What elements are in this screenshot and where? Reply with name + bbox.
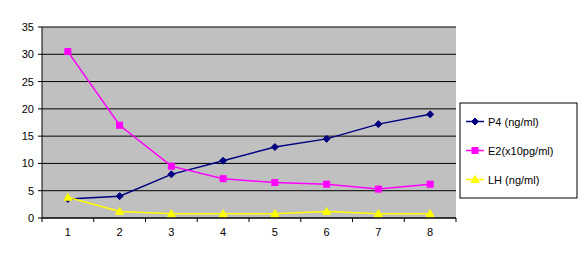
y-tick-label: 0 <box>28 212 34 224</box>
x-tick-label: 1 <box>65 226 71 238</box>
x-tick-label: 8 <box>427 226 433 238</box>
x-tick <box>456 218 457 222</box>
data-point <box>167 210 175 217</box>
legend-label: E2(x10pg/ml) <box>488 145 553 157</box>
y-tick-label: 25 <box>22 76 34 88</box>
data-point <box>116 207 124 214</box>
y-tick-label: 30 <box>22 48 34 60</box>
x-tick-label: 5 <box>272 226 278 238</box>
data-point <box>168 171 175 178</box>
legend-marker <box>472 118 479 125</box>
y-tick <box>38 27 42 28</box>
x-tick <box>42 218 43 222</box>
data-point <box>271 144 278 151</box>
grid-line <box>42 136 456 137</box>
legend-marker <box>472 148 478 154</box>
x-tick-label: 3 <box>168 226 174 238</box>
series-line <box>68 114 430 199</box>
data-point <box>64 193 72 200</box>
series-line <box>68 52 430 190</box>
data-point <box>220 157 227 164</box>
data-point <box>272 180 278 186</box>
x-tick <box>93 218 94 222</box>
y-axis <box>42 27 43 218</box>
x-tick <box>404 218 405 222</box>
chart: 0 5 10 15 20 25 30 35 1 2 3 4 5 6 7 8 P4 (ng/ml) E2(x10pg… <box>0 0 582 273</box>
series-group <box>64 49 434 217</box>
y-tick <box>38 136 42 137</box>
y-tick-label: 5 <box>28 185 34 197</box>
data-point <box>426 210 434 217</box>
x-tick <box>197 218 198 222</box>
y-tick <box>38 163 42 164</box>
x-tick-label: 2 <box>117 226 123 238</box>
grid-line <box>42 108 456 109</box>
x-tick-label: 4 <box>220 226 226 238</box>
data-point <box>324 181 330 187</box>
grid-line <box>42 81 456 82</box>
y-tick <box>38 108 42 109</box>
legend-marker <box>471 176 479 183</box>
data-point <box>427 181 433 187</box>
data-point <box>323 207 331 214</box>
x-tick <box>145 218 146 222</box>
data-point <box>116 193 123 200</box>
y-tick-label: 15 <box>22 130 34 142</box>
data-point <box>271 210 279 217</box>
data-point <box>374 210 382 217</box>
y-tick-label: 10 <box>22 157 34 169</box>
legend-label: P4 (ng/ml) <box>488 116 539 128</box>
data-point <box>427 111 434 118</box>
data-point <box>375 121 382 128</box>
data-point <box>220 176 226 182</box>
data-point <box>375 186 381 192</box>
y-tick-label: 35 <box>22 21 34 33</box>
x-tick-label: 6 <box>324 226 330 238</box>
data-point <box>117 122 123 128</box>
x-tick-label: 7 <box>375 226 381 238</box>
legend <box>460 103 577 198</box>
y-tick <box>38 218 42 219</box>
grid-line <box>42 190 456 191</box>
grid-line <box>42 163 456 164</box>
grid-line <box>42 54 456 55</box>
x-tick <box>249 218 250 222</box>
plot-area <box>42 27 456 218</box>
series-line <box>68 197 430 213</box>
data-point <box>168 163 174 169</box>
x-tick <box>300 218 301 222</box>
y-tick <box>38 81 42 82</box>
y-tick-label: 20 <box>22 103 34 115</box>
legend-label: LH (ng/ml) <box>488 174 539 186</box>
grid-line <box>42 27 456 28</box>
data-point <box>323 135 330 142</box>
data-point <box>65 49 71 55</box>
x-tick <box>352 218 353 222</box>
y-tick <box>38 54 42 55</box>
y-tick <box>38 190 42 191</box>
data-point <box>219 210 227 217</box>
